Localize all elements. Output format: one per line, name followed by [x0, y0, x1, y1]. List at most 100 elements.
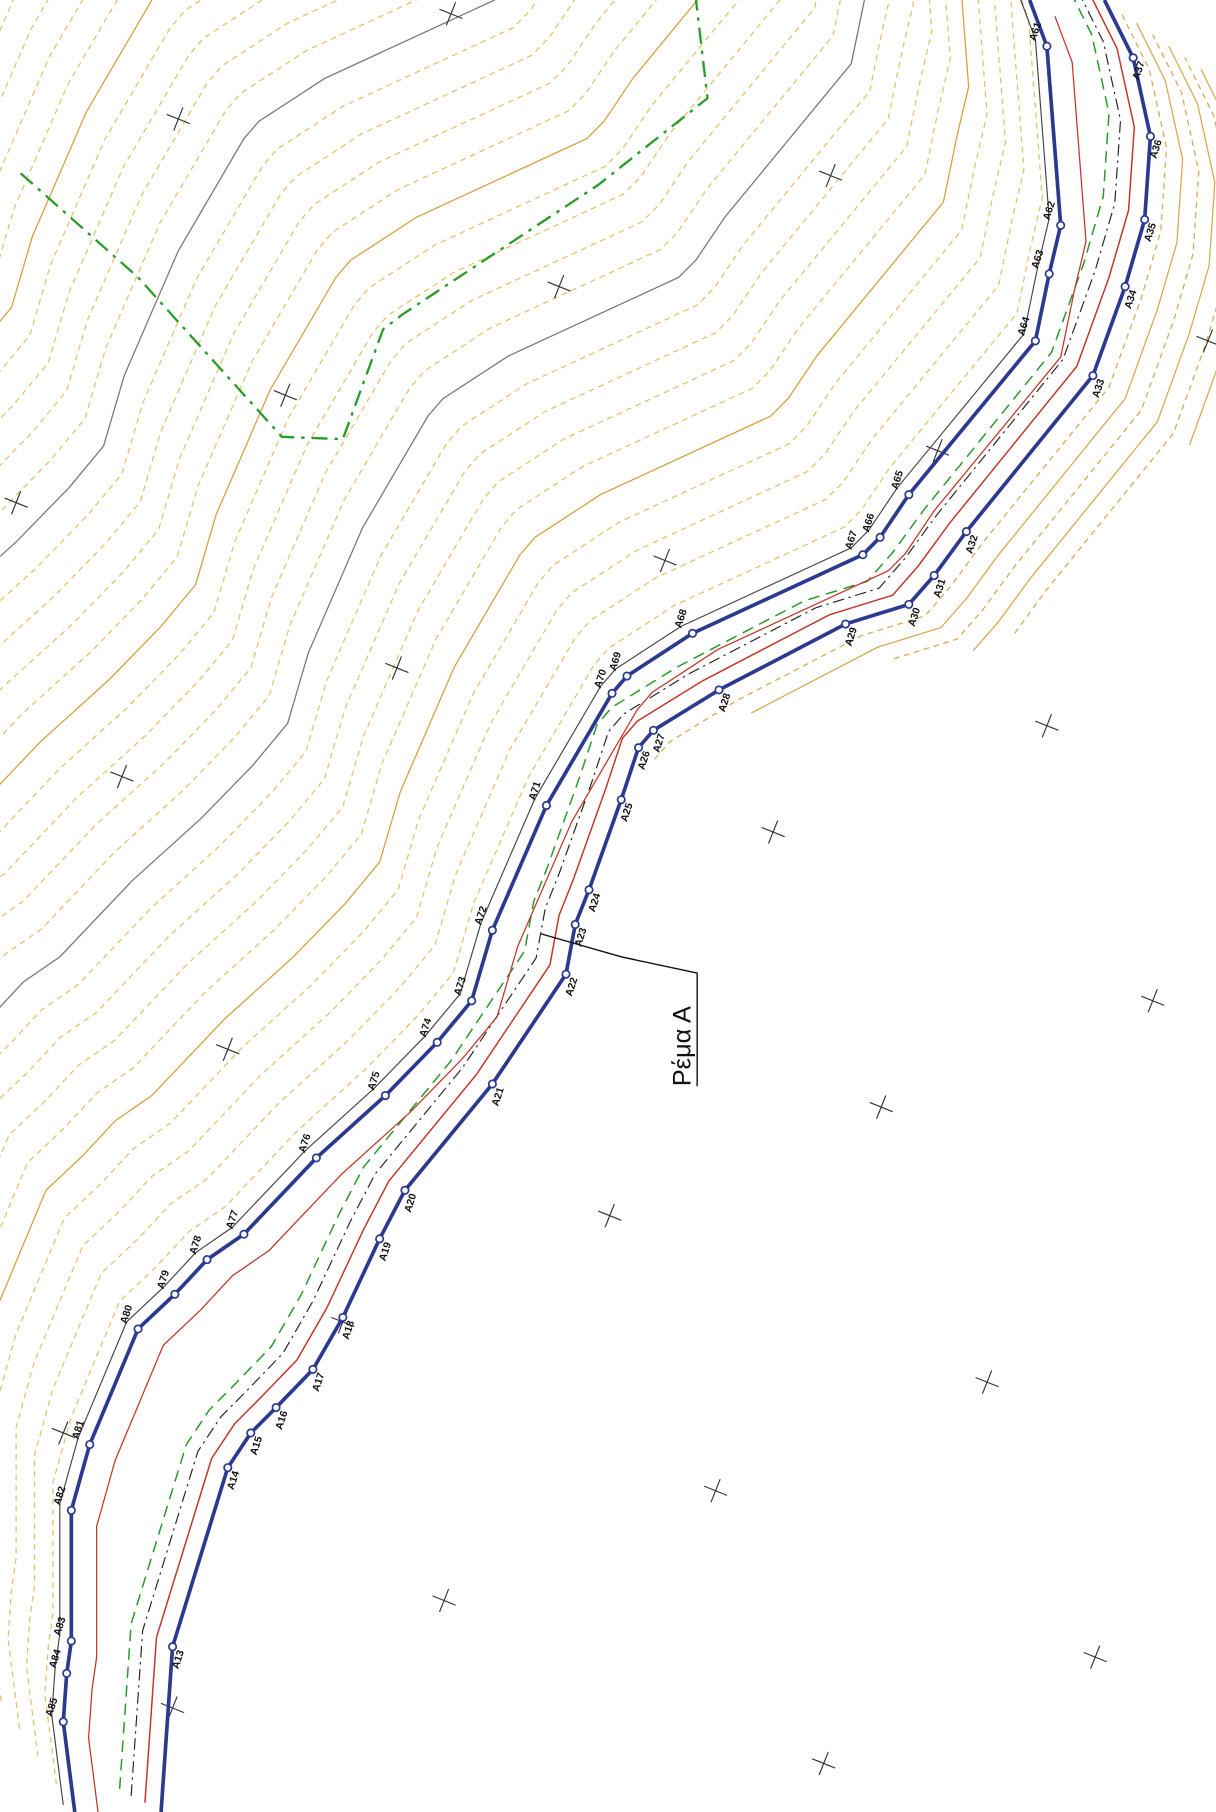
cross — [604, 1203, 615, 1228]
vertex — [85, 1439, 95, 1450]
contour-line — [654, 11, 1168, 760]
stream-line — [144, 0, 1136, 1803]
vertex — [432, 1037, 442, 1047]
cross — [391, 656, 403, 680]
vertex — [1030, 336, 1040, 346]
contour-line — [0, 0, 817, 919]
stream-line — [130, 0, 1122, 1796]
cross — [981, 1370, 993, 1394]
contour-line — [0, 0, 841, 961]
vertex — [62, 1668, 72, 1678]
vertex — [1088, 371, 1098, 381]
cross — [1202, 329, 1214, 353]
cross — [173, 107, 184, 131]
vertex — [1120, 282, 1130, 292]
vertex — [168, 1642, 178, 1652]
cross — [222, 1037, 233, 1062]
vertex-label: A34 — [1123, 289, 1139, 311]
cross — [58, 1421, 69, 1445]
vertex — [487, 1079, 497, 1089]
vertex-label: A19 — [378, 1241, 394, 1263]
contour-line — [0, 0, 153, 323]
cross — [1147, 988, 1158, 1013]
vertex — [904, 490, 914, 500]
vertex-label: A64 — [1016, 315, 1032, 337]
contour-line — [0, 0, 508, 980]
vertex — [271, 1402, 281, 1413]
contour-line — [0, 0, 866, 1008]
vertex — [904, 599, 914, 609]
vertex — [338, 1312, 348, 1322]
stream-lines — [51, 0, 1136, 1812]
vertex — [561, 969, 571, 979]
bank-lines: A13A14A15A16A17A18A19A20A21A22A23A24A25A… — [44, 0, 1165, 1812]
vertex — [584, 885, 594, 895]
cross — [932, 438, 943, 463]
vertex-label: A27 — [651, 732, 667, 754]
vertex — [246, 1428, 256, 1438]
contour-line — [0, 0, 988, 1702]
vertex — [58, 1717, 68, 1727]
vertex-label: A31 — [932, 577, 948, 599]
vertex — [1042, 41, 1052, 51]
vertex — [487, 925, 497, 935]
boundary-line — [19, 0, 709, 441]
vertex-label: A20 — [403, 1192, 419, 1214]
contour-line — [0, 0, 15, 32]
vertex-label: A22 — [564, 976, 580, 998]
vertex-label: A66 — [861, 512, 877, 534]
stream-line — [118, 0, 1110, 1789]
vertex-label: A70 — [593, 668, 609, 690]
contour-line — [0, 0, 203, 373]
contour-line — [750, 22, 1184, 714]
vertex — [607, 688, 617, 698]
vertex-label: A21 — [490, 1086, 506, 1108]
vertex — [375, 1234, 385, 1244]
vertex — [380, 1090, 390, 1101]
vertex — [223, 1463, 233, 1473]
vertex-label: A84 — [48, 1648, 64, 1670]
vertex — [841, 619, 851, 629]
vertex — [133, 1324, 143, 1334]
contour-line — [0, 0, 340, 467]
vertex — [858, 550, 868, 560]
vertex-label: A72 — [473, 905, 489, 927]
vertex — [1145, 131, 1155, 141]
vertex — [622, 671, 632, 681]
contour-line — [0, 0, 418, 513]
vertex — [616, 795, 626, 805]
cross — [1041, 713, 1053, 738]
contour-line — [972, 45, 1216, 652]
vertex-label: A79 — [156, 1269, 172, 1291]
vertex-label: A75 — [366, 1070, 382, 1092]
vertex-label: A71 — [527, 780, 543, 802]
stream-line — [87, 15, 1087, 1812]
vertex — [688, 628, 698, 638]
cross — [10, 490, 22, 515]
vertex-label: A62 — [1042, 200, 1058, 222]
vertex — [541, 800, 551, 811]
vertex-label: A81 — [71, 1419, 87, 1441]
vertex-label: A68 — [673, 608, 689, 630]
vertex-label: A35 — [1143, 221, 1159, 243]
contour-line — [0, 0, 970, 1302]
grid-crosses — [4, 2, 1216, 1776]
contour-line — [25, 0, 1025, 1757]
vertex-label: A85 — [44, 1696, 60, 1718]
vertex-label: A76 — [297, 1132, 313, 1154]
contour-line — [0, 0, 781, 878]
vertex — [961, 527, 971, 537]
vertex — [648, 725, 658, 735]
vertex-label: A80 — [119, 1304, 135, 1326]
cross — [1090, 1645, 1101, 1669]
cross — [876, 1095, 887, 1119]
contour-line — [0, 0, 539, 602]
vertex-label: A65 — [890, 469, 906, 491]
vertex — [1044, 269, 1054, 279]
cross — [280, 383, 291, 407]
cross — [438, 1588, 450, 1613]
vertex — [202, 1255, 212, 1265]
vertex-label: A14 — [226, 1470, 242, 1492]
cross — [767, 820, 779, 844]
